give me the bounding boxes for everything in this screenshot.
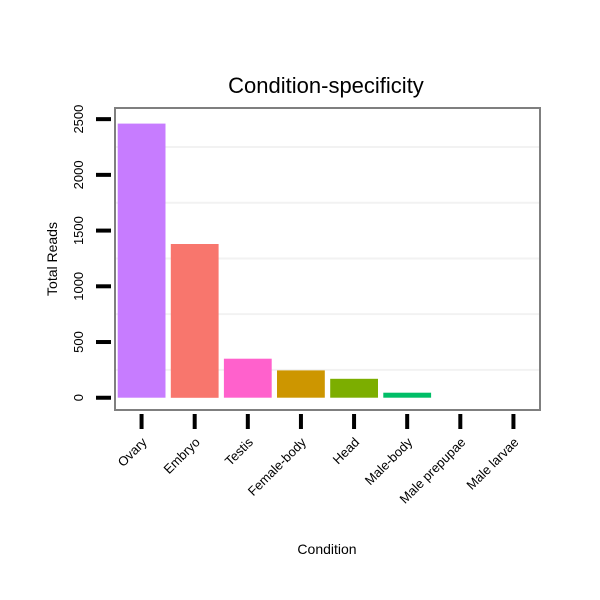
bar-ovary [117, 123, 166, 398]
bar-male-body [383, 392, 432, 398]
y-axis-title: Total Reads [44, 222, 60, 296]
y-tick-label: 2500 [71, 105, 86, 134]
bars [117, 123, 432, 398]
x-tick-label: Male larvae [463, 435, 521, 493]
y-tick-label: 500 [71, 331, 86, 353]
plot-panel-border [114, 107, 541, 411]
y-tick-label: 0 [71, 394, 86, 401]
y-tick-label: 2000 [71, 160, 86, 189]
x-tick-label: Ovary [115, 434, 150, 469]
x-tick-label: Testis [222, 434, 256, 468]
bar-female-body [277, 370, 325, 398]
chart-title: Condition-specificity [228, 73, 424, 98]
bar-embryo [170, 244, 219, 398]
y-tick-label: 1000 [71, 272, 86, 301]
x-tick-label: Embryo [161, 435, 203, 477]
y-tick-label: 1500 [71, 216, 86, 245]
x-tick-label: Head [330, 435, 363, 468]
bar-testis [223, 358, 272, 398]
bar-head [330, 378, 378, 398]
x-axis-title: Condition [297, 541, 356, 557]
y-axis: 0 500 1000 1500 2000 2500 [71, 105, 111, 401]
x-tick-label: Male-body [362, 434, 416, 488]
